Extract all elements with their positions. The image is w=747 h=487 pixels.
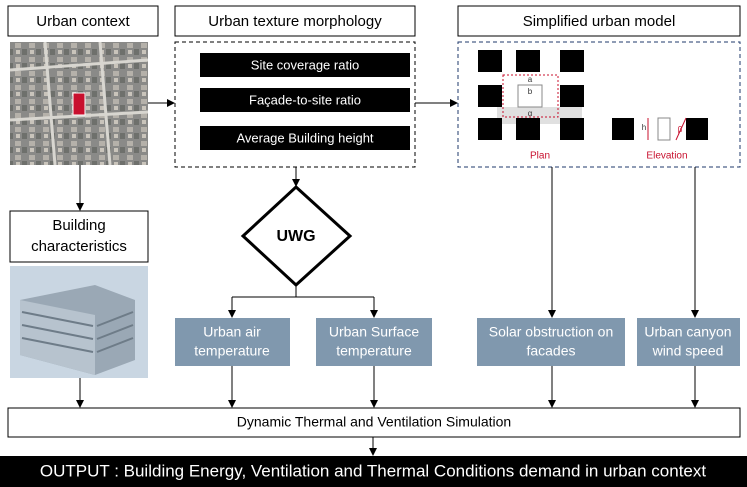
building-box	[9, 210, 149, 263]
metric: Site coverage ratio	[251, 57, 359, 72]
elevation-label: h	[642, 123, 646, 132]
aerial-image	[9, 41, 149, 166]
output-label: Urban Surface	[329, 324, 419, 340]
metric: Average Building height	[236, 130, 373, 145]
metric-bars	[200, 53, 410, 150]
output-title: OUTPUT : Building Energy, Ventilation an…	[40, 461, 706, 480]
model-box	[457, 41, 741, 168]
building-label: characteristics	[31, 238, 127, 255]
output-boxes	[175, 318, 740, 366]
building-image	[10, 266, 148, 378]
plan-label: b	[528, 87, 533, 96]
header: Urban texture morphology	[208, 13, 382, 30]
plan-drawing	[478, 50, 584, 140]
connector	[232, 285, 374, 298]
elevation-label: β	[678, 125, 683, 134]
output-label: Solar obstruction on	[489, 324, 614, 340]
output-label: facades	[526, 343, 575, 359]
output-label: Urban air	[203, 324, 261, 340]
elevation-caption: Elevation	[646, 151, 687, 162]
header-boxes	[7, 5, 741, 37]
decision-label: UWG	[276, 228, 315, 245]
output-box	[0, 456, 747, 487]
plan-caption: Plan	[530, 151, 550, 162]
plan-label: a	[528, 75, 533, 84]
metric: Façade-to-site ratio	[249, 92, 361, 107]
output-label: wind speed	[652, 343, 724, 359]
building-label: Building	[52, 217, 105, 234]
morphology-box	[174, 41, 416, 168]
simulation-box	[7, 407, 741, 438]
header: Urban context	[36, 13, 130, 30]
elevation-drawing	[612, 117, 708, 141]
output-label: Urban canyon	[644, 324, 731, 340]
output-label: temperature	[336, 343, 412, 359]
plan-label: α	[528, 109, 533, 118]
simulation-label: Dynamic Thermal and Ventilation Simulati…	[237, 414, 511, 430]
output-label: temperature	[194, 343, 270, 359]
header: Simplified urban model	[523, 13, 676, 30]
arrows	[76, 99, 699, 456]
